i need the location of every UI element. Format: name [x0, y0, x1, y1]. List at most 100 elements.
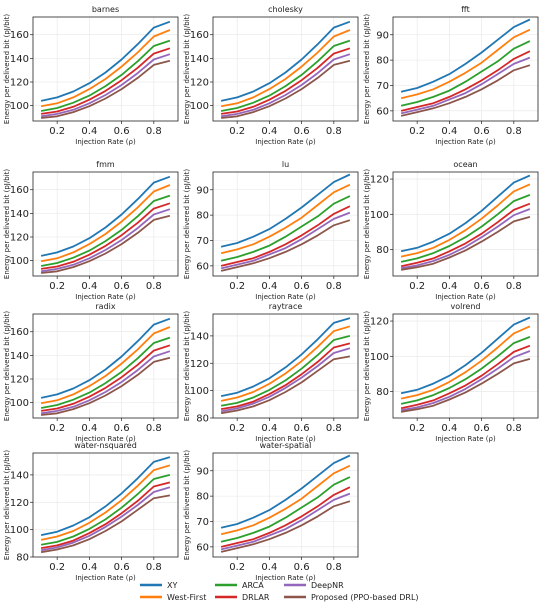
y-tick-label: 120	[190, 78, 209, 89]
series-line-deepnr	[40, 208, 171, 273]
y-tick-label: 80	[196, 414, 209, 425]
y-tick-label: 140	[10, 54, 29, 65]
plot-frame	[392, 171, 539, 277]
y-tick-label: 160	[10, 185, 29, 196]
series-line-proposed-ppo-based-drl	[400, 64, 531, 117]
plot-frame	[32, 452, 179, 558]
x-tick-label: 0.8	[506, 423, 522, 434]
subplot-volrend: 80 100 120 0.2 0.4 0.6 0.8 volrend Injection Rat…	[363, 302, 539, 443]
y-tick-label: 100	[190, 386, 209, 397]
subplot-water-nsquared: 80 100 120 140 0.2 0.4 0.6 0.8 water-nsquared Inj…	[3, 441, 179, 582]
series-line-xy	[220, 20, 351, 102]
series-line-west-first	[400, 325, 531, 400]
x-tick-label: 0.2	[49, 126, 65, 137]
series-line-drlar	[220, 205, 351, 267]
series-line-xy	[400, 174, 531, 253]
x-tick-label: 0.2	[409, 423, 425, 434]
subplot-title: radix	[95, 302, 115, 311]
x-tick-label: 0.4	[441, 126, 457, 137]
plot-frame	[32, 313, 179, 419]
series-line-proposed-ppo-based-drl	[220, 219, 351, 272]
series-line-xy	[400, 18, 531, 93]
series-line-arca	[40, 39, 171, 112]
x-tick-label: 0.8	[326, 281, 342, 292]
x-tick-label: 0.4	[261, 126, 277, 137]
x-tick-label: 0.6	[114, 423, 130, 434]
plot-frame	[212, 452, 359, 558]
x-axis-label: Injection Rate (ρ)	[75, 574, 136, 582]
x-tick-label: 0.8	[146, 423, 162, 434]
series-line-west-first	[400, 183, 531, 258]
y-axis-label: Energy per delivered bit (pJ/bit)	[363, 311, 371, 421]
x-axis-label: Injection Rate (ρ)	[75, 435, 136, 443]
series-line-drlar	[40, 202, 171, 270]
legend-item-west-first: West-First	[140, 593, 206, 602]
x-axis-label: Injection Rate (ρ)	[435, 293, 496, 301]
plot-frame	[212, 16, 359, 122]
series-line-arca	[40, 194, 171, 267]
y-axis-label: Energy per delivered bit (pJ/bit)	[363, 14, 371, 124]
series-line-west-first	[220, 325, 351, 402]
series-line-west-first	[40, 29, 171, 108]
y-tick-label: 80	[196, 492, 209, 503]
y-tick-label: 60	[196, 542, 209, 553]
x-tick-label: 0.4	[81, 281, 97, 292]
x-tick-label: 0.6	[114, 126, 130, 137]
plot-frame	[212, 171, 359, 277]
y-tick-label: 90	[376, 30, 389, 41]
legend-label: Proposed (PPO-based DRL)	[311, 593, 419, 602]
subplot-title: water-nsquared	[74, 441, 137, 450]
series-line-drlar	[220, 47, 351, 115]
series-line-xy	[40, 456, 171, 536]
subplot-title: volrend	[450, 302, 480, 311]
series-line-xy	[220, 454, 351, 529]
series-line-xy	[40, 317, 171, 399]
x-axis-label: Injection Rate (ρ)	[75, 293, 136, 301]
x-tick-label: 0.6	[474, 126, 490, 137]
legend-label: DRLAR	[242, 593, 270, 602]
series-line-arca	[220, 195, 351, 262]
series-line-west-first	[220, 183, 351, 255]
series-line-arca	[220, 39, 351, 112]
legend-label: DeepNR	[311, 581, 344, 590]
subplot-fmm: 100 120 140 160 0.2 0.4 0.6 0.8 fmm Injection Rat…	[3, 160, 179, 301]
x-tick-label: 0.8	[146, 562, 162, 573]
subplot-fft: 60 70 80 90 0.2 0.4 0.6 0.8 fft Injection Rate (ρ…	[363, 5, 539, 146]
series-line-xy	[400, 316, 531, 395]
series-line-xy	[40, 20, 171, 102]
series-line-arca	[220, 476, 351, 543]
series-line-drlar	[220, 342, 351, 410]
y-tick-label: 100	[370, 352, 389, 363]
y-tick-label: 100	[190, 101, 209, 112]
series-line-proposed-ppo-based-drl	[41, 59, 171, 119]
y-tick-label: 100	[10, 525, 29, 536]
subplot-barnes: 100 120 140 160 0.2 0.4 0.6 0.8 barnes Injection …	[3, 5, 179, 146]
x-tick-label: 0.2	[229, 126, 245, 137]
series-line-proposed-ppo-based-drl	[400, 216, 531, 271]
x-tick-label: 0.4	[81, 126, 97, 137]
y-tick-label: 80	[16, 553, 29, 564]
x-tick-label: 0.6	[294, 126, 310, 137]
x-tick-label: 0.8	[506, 281, 522, 292]
subplot-title: water-spatial	[260, 441, 312, 450]
series-line-arca	[220, 335, 351, 407]
y-tick-label: 120	[190, 359, 209, 370]
y-tick-label: 120	[10, 498, 29, 509]
y-tick-label: 100	[10, 398, 29, 409]
x-tick-label: 0.8	[326, 126, 342, 137]
series-line-arca	[400, 194, 531, 263]
x-tick-label: 0.6	[114, 281, 130, 292]
series-line-xy	[40, 175, 171, 257]
series-line-west-first	[220, 464, 351, 536]
x-tick-label: 0.4	[261, 423, 277, 434]
x-tick-label: 0.6	[294, 423, 310, 434]
series-line-deepnr	[220, 347, 351, 413]
x-axis-label: Injection Rate (ρ)	[435, 435, 496, 443]
legend-item-proposed-ppo-based-drl: Proposed (PPO-based DRL)	[284, 593, 419, 602]
y-tick-label: 90	[196, 466, 209, 477]
series-line-proposed-ppo-based-drl	[400, 358, 531, 413]
series-line-drlar	[40, 47, 171, 115]
x-axis-label: Injection Rate (ρ)	[255, 435, 316, 443]
